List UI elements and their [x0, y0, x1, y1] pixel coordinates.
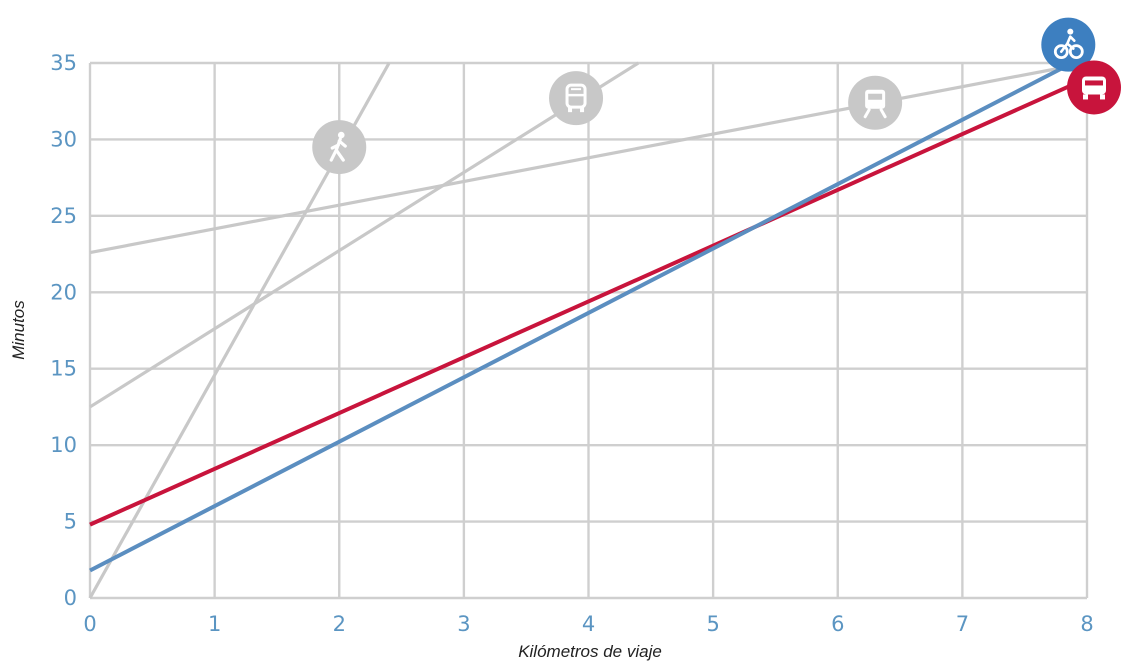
y-tick-label-0: 0 [64, 586, 77, 610]
bicycle-rider-head [1067, 28, 1074, 35]
series-line-bike [89, 53, 1088, 573]
pedestrian-body [329, 137, 347, 162]
train-legs [863, 108, 887, 119]
pedestrian-head [337, 131, 345, 139]
series-line-bus [89, 61, 640, 409]
car-window [1085, 80, 1103, 86]
car-wheel-right [1100, 94, 1105, 100]
icon-markers [312, 17, 1121, 175]
icon-disc-walk [312, 120, 367, 175]
y-tick-label-5: 5 [64, 510, 77, 534]
bus-wheel-left [568, 107, 573, 113]
x-tick-label-7: 7 [956, 612, 969, 636]
bus-icon [549, 71, 604, 126]
x-axis-label: Kilómetros de viaje [518, 642, 662, 661]
icon-disc-bus [549, 71, 604, 126]
x-tick-label-4: 4 [582, 612, 595, 636]
tick-labels: 0 1 2 3 4 5 6 7 8 0 5 10 15 20 25 30 35 [50, 51, 1093, 636]
bicycle-wheel-rear [1053, 44, 1069, 60]
y-tick-label-20: 20 [50, 280, 77, 304]
y-tick-label-10: 10 [50, 433, 77, 457]
bicycle-frame [1060, 35, 1076, 53]
train-window [868, 93, 883, 100]
x-tick-label-8: 8 [1080, 612, 1093, 636]
series-line-car [89, 76, 1088, 527]
x-tick-label-3: 3 [457, 612, 470, 636]
grid [88, 61, 1089, 600]
series-lines [88, 53, 1088, 599]
bus-wheel-right [580, 107, 585, 113]
y-axis-label: Minutos [9, 300, 28, 360]
x-tick-label-2: 2 [333, 612, 346, 636]
car-wheel-left [1083, 94, 1088, 100]
y-tick-label-25: 25 [50, 204, 77, 228]
car-icon [1067, 60, 1121, 115]
bicycle-icon [1041, 17, 1096, 72]
series-line-metro [89, 61, 1088, 255]
train-icon [848, 75, 903, 130]
y-tick-label-15: 15 [50, 357, 77, 381]
x-tick-label-0: 0 [83, 612, 96, 636]
bicycle-wheel-front [1068, 44, 1084, 60]
x-tick-label-6: 6 [831, 612, 844, 636]
y-tick-label-35: 35 [50, 51, 77, 75]
x-tick-label-5: 5 [706, 612, 719, 636]
x-tick-label-1: 1 [208, 612, 221, 636]
pedestrian-icon [312, 120, 367, 175]
y-tick-label-30: 30 [50, 127, 77, 151]
